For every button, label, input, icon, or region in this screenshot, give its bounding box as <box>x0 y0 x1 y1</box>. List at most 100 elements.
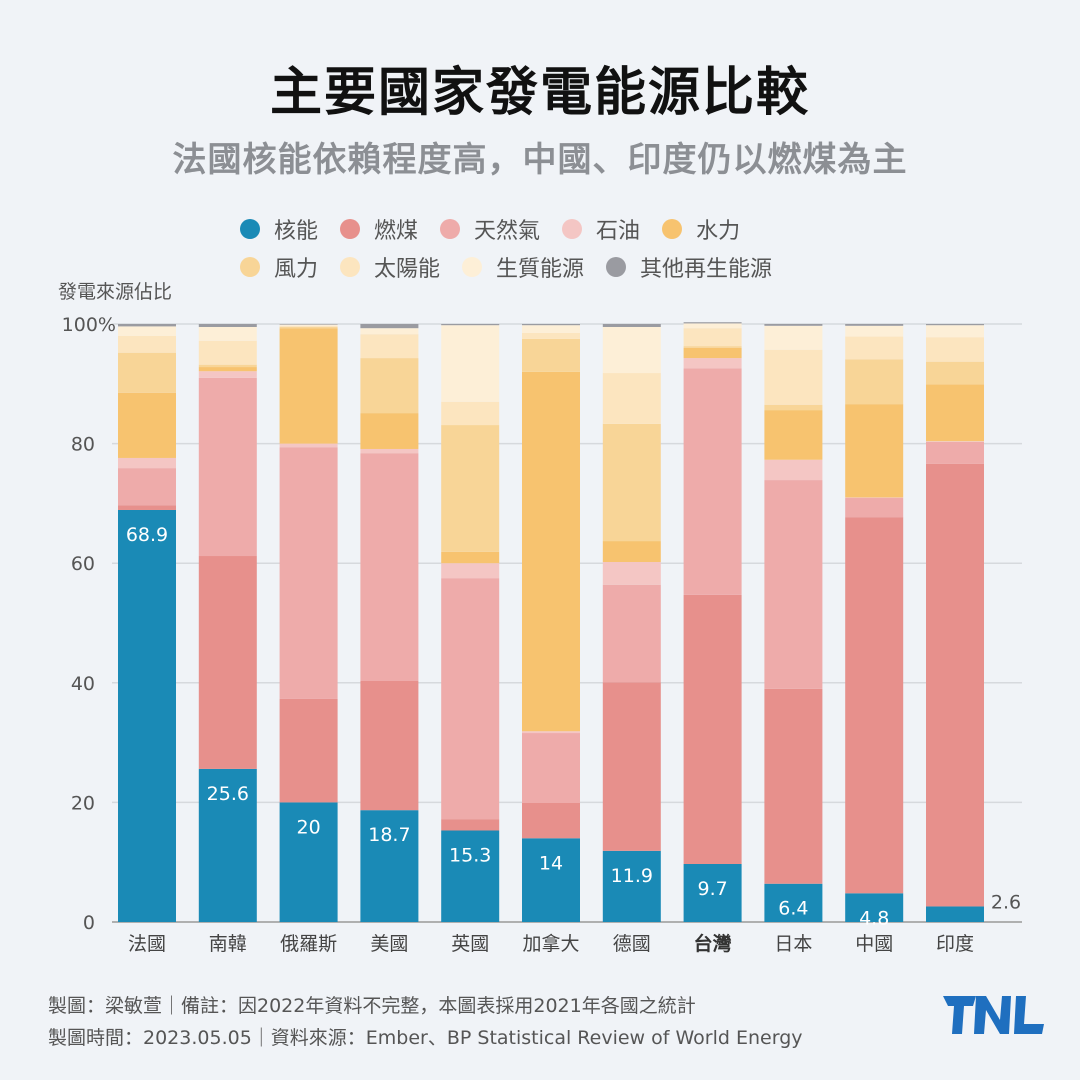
bar-segment <box>926 441 984 442</box>
bar-segment <box>198 768 257 922</box>
bar-segment <box>360 324 419 329</box>
chart-title: 主要國家發電能源比較 <box>269 63 810 123</box>
bar-segment <box>683 368 742 595</box>
bar-segment <box>602 584 661 683</box>
bar-segment <box>198 556 257 769</box>
legend-item: 燃煤 <box>340 213 418 245</box>
y-tick-label: 20 <box>71 792 95 814</box>
bar-segment <box>522 802 580 839</box>
legend-swatch-icon <box>340 219 361 239</box>
legend-label: 天然氣 <box>474 219 541 244</box>
bar-segment <box>683 346 742 348</box>
data-label: 25.6 <box>207 783 249 805</box>
legend-item: 天然氣 <box>440 213 540 245</box>
data-label: 9.7 <box>697 878 727 900</box>
y-tick-label: 40 <box>71 673 95 695</box>
x-tick-label: 印度 <box>936 933 974 955</box>
bar-segment <box>441 830 500 922</box>
legend-swatch-icon <box>240 257 260 277</box>
bar-segment <box>845 893 904 922</box>
bar-segment <box>522 338 580 372</box>
legend-item: 風力 <box>240 251 318 283</box>
x-tick-label: 俄羅斯 <box>280 933 337 955</box>
bar-segment <box>522 731 580 734</box>
bar-segment <box>198 364 257 368</box>
legend-label: 石油 <box>596 219 641 244</box>
bar-segment <box>118 392 176 458</box>
legend-row: 風力 太陽能 生質能源 其他再生能源 <box>240 248 880 286</box>
bar-segment <box>279 443 338 448</box>
legend-item: 核能 <box>240 213 318 245</box>
y-tick-label: 100% <box>62 314 116 336</box>
bar-segment <box>602 324 661 327</box>
bar-segment <box>683 347 742 359</box>
bar-segment <box>441 324 500 326</box>
legend-swatch-icon <box>440 219 461 239</box>
x-tick-label: 加拿大 <box>522 932 579 955</box>
bar-segment <box>360 413 419 449</box>
legend-swatch-icon <box>340 257 361 277</box>
bar-segment <box>764 349 823 405</box>
bar-segment <box>926 463 984 907</box>
bar-segment <box>764 459 823 481</box>
data-label: 20 <box>297 816 321 838</box>
bar-segment <box>845 498 904 518</box>
bar-segment <box>683 322 742 324</box>
bar-segment <box>683 328 742 347</box>
legend-label: 水力 <box>696 219 741 244</box>
bar-segment <box>118 505 176 510</box>
data-label: 2.6 <box>991 891 1021 913</box>
legend-label: 生質能源 <box>496 257 585 282</box>
data-label: 4.8 <box>859 907 889 929</box>
bar-segment <box>602 326 661 374</box>
bar-segment <box>441 563 500 579</box>
bar-segment <box>602 850 661 922</box>
footer-credit: 製圖：梁敏萱｜備註：因2022年資料不完整，本圖表採用2021年各國之統計 <box>48 995 696 1017</box>
legend-label: 燃煤 <box>374 219 419 244</box>
data-label: 11.9 <box>611 865 653 887</box>
bar-segment <box>279 324 338 325</box>
bar-segment <box>118 326 176 336</box>
bar-segment <box>360 358 419 414</box>
bar-segment <box>926 361 984 385</box>
bar-segment <box>279 326 338 329</box>
bar-segment <box>279 802 338 922</box>
x-tick-label: 英國 <box>451 933 489 955</box>
bar-segment <box>198 340 257 365</box>
footer-source: 製圖時間：2023.05.05｜資料來源：Ember、BP Statistica… <box>48 1027 803 1049</box>
bar-segment <box>441 401 500 426</box>
legend-swatch-icon <box>662 219 683 239</box>
bar-segment <box>360 328 419 335</box>
data-label: 68.9 <box>126 524 168 546</box>
bar-segment <box>360 810 419 922</box>
y-tick-label: 60 <box>71 553 95 575</box>
bar-segment <box>279 698 338 803</box>
bar-segment <box>845 336 904 360</box>
legend-item: 太陽能 <box>340 251 440 283</box>
bar-segment <box>522 371 580 732</box>
bar-segment <box>845 404 904 498</box>
legend-label: 核能 <box>274 219 319 244</box>
bar-segment <box>441 425 500 552</box>
bar-segment <box>926 337 984 362</box>
bar-segment <box>764 324 823 326</box>
data-label: 18.7 <box>368 824 410 846</box>
bar-segment <box>441 325 500 402</box>
tnl-logo <box>943 996 1044 1034</box>
legend-swatch-icon <box>562 219 583 239</box>
x-tick-label: 日本 <box>774 933 812 955</box>
bar-segment <box>764 883 823 922</box>
bar-segment <box>198 371 257 378</box>
bar-segment <box>360 448 419 454</box>
legend-label: 風力 <box>274 257 319 282</box>
bar-segment <box>279 325 338 327</box>
bar-segment <box>118 352 176 393</box>
bar-segment <box>926 324 984 326</box>
bar-segment <box>602 423 661 542</box>
x-tick-label: 中國 <box>855 933 893 955</box>
legend-item: 石油 <box>562 213 640 245</box>
bar-segment <box>522 838 580 922</box>
bar-segment <box>845 324 904 326</box>
bar-segment <box>198 367 257 372</box>
legend-item: 水力 <box>662 213 740 245</box>
